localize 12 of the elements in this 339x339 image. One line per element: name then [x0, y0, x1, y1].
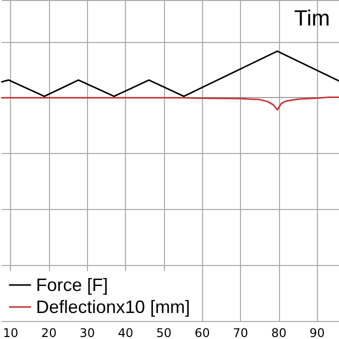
x-tick-label: 70 [232, 326, 248, 339]
x-tick-label: 10 [2, 326, 18, 339]
x-tick-label: 60 [194, 326, 210, 339]
x-tick-label: 30 [80, 326, 95, 339]
legend-label: Deflectionx10 [mm] [36, 297, 190, 317]
x-tick-label: 80 [271, 326, 286, 339]
x-tick-label: 20 [41, 326, 57, 339]
x-tick-label: 90 [310, 326, 325, 339]
x-tick-label: 50 [156, 326, 172, 339]
x-tick-label: 40 [118, 326, 134, 339]
legend-label: Force [F] [36, 275, 108, 295]
chart-title: Tim [294, 6, 330, 30]
